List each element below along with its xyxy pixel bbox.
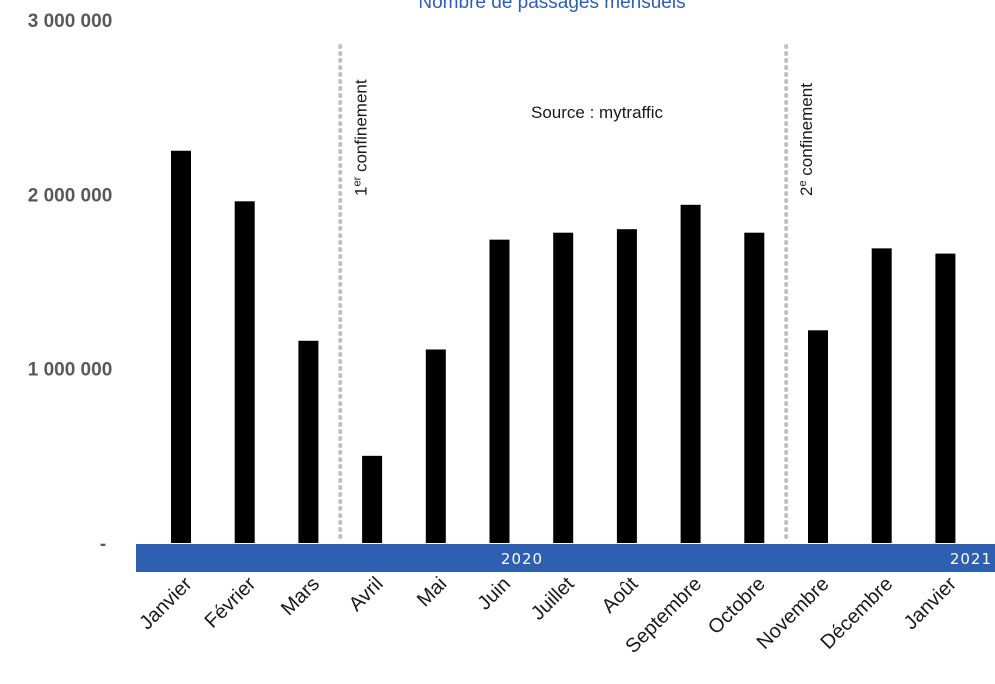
x-tick-label: Octobre — [704, 573, 770, 639]
x-tick-label: Août — [598, 573, 643, 618]
bar — [935, 253, 956, 543]
y-axis: - 1 000 000 2 000 000 3 000 000 — [28, 11, 113, 555]
bar — [489, 239, 510, 543]
bar — [425, 349, 446, 543]
confinement-markers: 1er confinement 2e confinement — [338, 44, 816, 545]
x-tick-label: Mars — [277, 573, 324, 620]
bar — [808, 330, 828, 543]
x-tick-label: Janvier — [900, 573, 961, 634]
chart-title: Nombre de passages mensuels — [418, 0, 685, 13]
year-band: 2020 2021 — [136, 544, 995, 572]
confinement-label: 1er confinement — [351, 79, 370, 196]
x-tick-label: Janvier — [135, 573, 196, 634]
bar — [871, 248, 892, 544]
bar — [553, 232, 574, 544]
x-tick-label: Février — [201, 573, 261, 633]
bar — [298, 340, 319, 543]
year-label: 2021 — [950, 550, 992, 568]
x-tick-label: Juillet — [527, 573, 579, 625]
x-tick-label: Juin — [474, 573, 516, 615]
bars — [171, 150, 956, 544]
bar — [616, 229, 637, 543]
x-tick-label: Mai — [413, 573, 451, 611]
x-axis: Janvier Février Mars Avril Mai Juin Juillet Aoû… — [135, 573, 961, 658]
confinement-label: 2e confinement — [797, 83, 816, 196]
bar — [171, 150, 191, 543]
y-tick-label: 3 000 000 — [28, 11, 113, 32]
source-note: Source : mytraffic — [531, 103, 663, 122]
bar — [234, 201, 255, 543]
y-tick-label: 2 000 000 — [28, 185, 113, 206]
bar — [362, 455, 383, 543]
bar — [680, 204, 701, 543]
x-tick-label: Avril — [345, 573, 388, 616]
year-label: 2020 — [501, 550, 543, 568]
year-band-bar — [136, 544, 995, 572]
y-tick-label: - — [100, 534, 106, 555]
y-tick-label: 1 000 000 — [28, 360, 113, 381]
bar — [744, 232, 765, 544]
